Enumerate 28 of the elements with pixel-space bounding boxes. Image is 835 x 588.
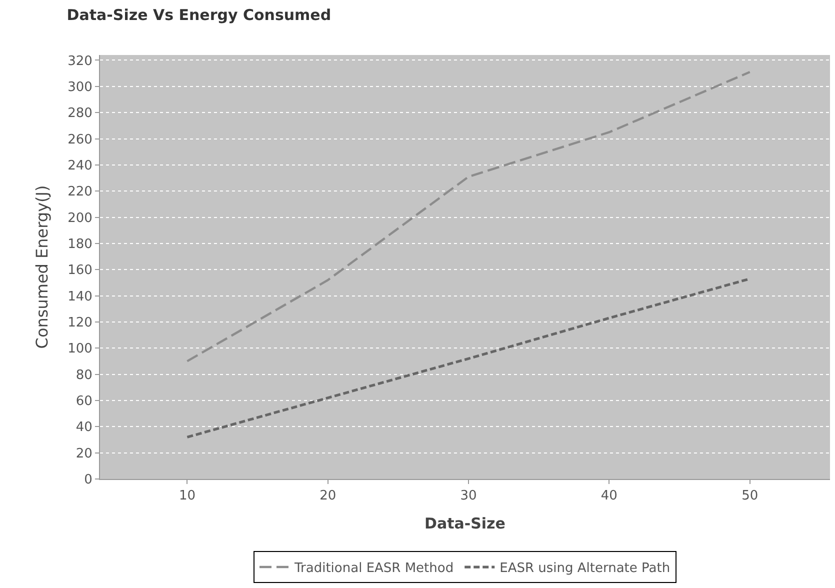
y-tick-label: 100	[68, 342, 92, 357]
line-series	[186, 70, 751, 362]
chart-title: Data-Size Vs Energy Consumed	[66, 6, 332, 24]
y-axis-title: Consumed Energy(J)	[32, 185, 52, 349]
y-tick-label: 300	[68, 80, 92, 95]
x-tick-label: 30	[460, 488, 477, 504]
x-tick-label: 50	[742, 488, 758, 504]
y-tick-label: 240	[68, 158, 92, 174]
y-tick-label: 320	[68, 54, 92, 69]
x-tick-label: 40	[600, 488, 618, 504]
y-tick-label: 120	[68, 316, 92, 331]
y-tick-label: 40	[76, 420, 92, 436]
y-tick-label: 220	[68, 184, 92, 200]
y-tick-label: 280	[68, 106, 92, 122]
y-tick-label: 200	[68, 210, 92, 226]
x-tick-label: 20	[320, 488, 336, 504]
x-tick-label: 10	[178, 488, 196, 504]
x-axis-title: Data-Size	[424, 514, 506, 533]
y-tick-label: 180	[68, 236, 92, 252]
y-tick-label: 20	[76, 446, 92, 462]
y-tick-label: 140	[68, 289, 92, 304]
y-tick-label: 160	[68, 263, 92, 278]
y-tick-label: 0	[84, 472, 92, 488]
y-tick-label: 260	[68, 132, 92, 148]
y-tick-label: 80	[76, 368, 92, 383]
y-tick-label: 60	[76, 394, 92, 410]
legend-label: EASR using Alternate Path	[500, 561, 670, 576]
legend-label: Traditional EASR Method	[294, 561, 454, 576]
